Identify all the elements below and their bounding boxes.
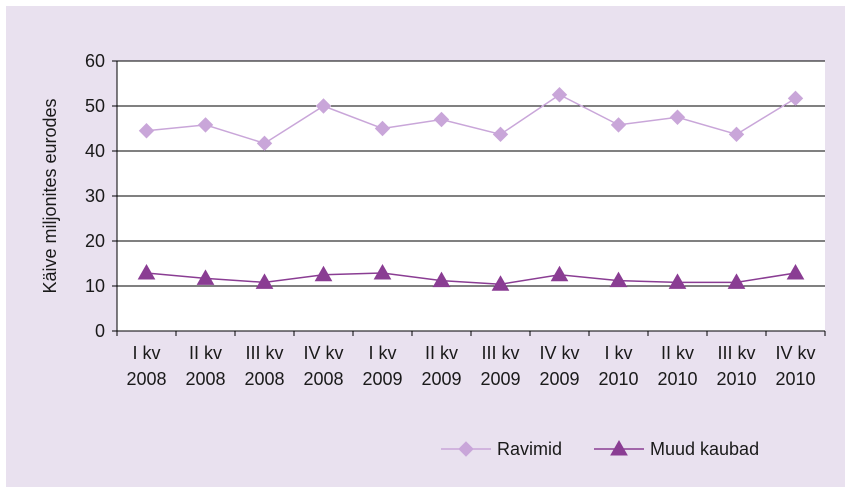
x-tick-label-year: 2008 <box>126 369 166 389</box>
series-layer <box>137 87 805 291</box>
x-tick-label-year: 2010 <box>598 369 638 389</box>
x-tick-label-quarter: I kv <box>132 343 160 363</box>
data-point <box>491 275 510 291</box>
legend-marker <box>458 441 474 457</box>
data-point <box>255 273 274 289</box>
x-tick-label-year: 2008 <box>303 369 343 389</box>
x-tick-label-quarter: I kv <box>368 343 396 363</box>
legend-item: Ravimid <box>441 439 562 459</box>
data-point <box>197 117 214 133</box>
data-point <box>314 265 333 282</box>
y-tick-label: 50 <box>85 96 105 116</box>
series-muud-kaubad <box>137 263 805 291</box>
x-tick-label-quarter: II kv <box>189 343 222 363</box>
data-point <box>492 126 509 143</box>
y-tick-label: 10 <box>85 276 105 296</box>
data-point <box>432 271 451 288</box>
data-point <box>196 269 215 285</box>
data-point <box>610 117 627 133</box>
x-tick-label-year: 2008 <box>244 369 284 389</box>
chart-container: 0 10 20 30 40 50 60 I kv 2008 II kv 2008 III kv 200… <box>6 6 845 487</box>
series-ravimid <box>138 87 804 152</box>
x-tick-label-year: 2009 <box>480 369 520 389</box>
x-tick-label-quarter: II kv <box>425 343 458 363</box>
y-tick-label: 40 <box>85 141 105 161</box>
data-point <box>668 273 687 289</box>
data-point <box>137 263 156 280</box>
legend-item: Muud kaubad <box>594 439 759 459</box>
data-point <box>433 111 450 128</box>
series-line <box>146 93 796 145</box>
x-tick-label-year: 2009 <box>539 369 579 389</box>
x-tick-label-quarter: I kv <box>604 343 632 363</box>
series-line <box>146 272 796 285</box>
legend-label: Muud kaubad <box>650 439 759 459</box>
x-tick-label-year: 2009 <box>362 369 402 389</box>
x-tick-label-year: 2010 <box>775 369 815 389</box>
y-ticks: 0 10 20 30 40 50 60 <box>85 51 117 341</box>
y-axis-title: Käive miljonites eurodes <box>40 98 60 293</box>
legend-label: Ravimid <box>497 439 562 459</box>
y-tick-label: 30 <box>85 186 105 206</box>
data-point <box>551 87 568 103</box>
data-point <box>373 263 392 280</box>
y-tick-label: 0 <box>95 321 105 341</box>
data-point <box>138 123 155 139</box>
data-point <box>374 120 391 137</box>
x-tick-label-year: 2010 <box>657 369 697 389</box>
x-tick-label-year: 2010 <box>716 369 756 389</box>
x-tick-label-year: 2008 <box>185 369 225 389</box>
x-ticks: I kv 2008 II kv 2008 III kv 2008 IV kv 2008 I kv… <box>116 331 826 389</box>
data-point <box>786 263 805 280</box>
x-tick-label-quarter: IV kv <box>775 343 815 363</box>
y-tick-label: 60 <box>85 51 105 71</box>
x-tick-label-quarter: IV kv <box>303 343 343 363</box>
data-point <box>550 265 569 282</box>
x-tick-label-quarter: III kv <box>481 343 519 363</box>
data-point <box>727 273 746 289</box>
data-point <box>256 135 273 152</box>
line-chart: 0 10 20 30 40 50 60 I kv 2008 II kv 2008 III kv 200… <box>40 51 826 459</box>
x-tick-label-quarter: III kv <box>717 343 755 363</box>
data-point <box>787 90 804 107</box>
x-tick-label-quarter: IV kv <box>539 343 579 363</box>
data-point <box>609 271 628 288</box>
y-tick-label: 20 <box>85 231 105 251</box>
legend-marker <box>610 439 628 456</box>
x-tick-label-year: 2009 <box>421 369 461 389</box>
data-point <box>669 109 686 125</box>
x-tick-label-quarter: III kv <box>245 343 283 363</box>
gridlines <box>117 60 825 287</box>
legend: Ravimid Muud kaubad <box>441 439 759 459</box>
data-point <box>315 98 332 114</box>
data-point <box>728 126 745 143</box>
x-tick-label-quarter: II kv <box>661 343 694 363</box>
